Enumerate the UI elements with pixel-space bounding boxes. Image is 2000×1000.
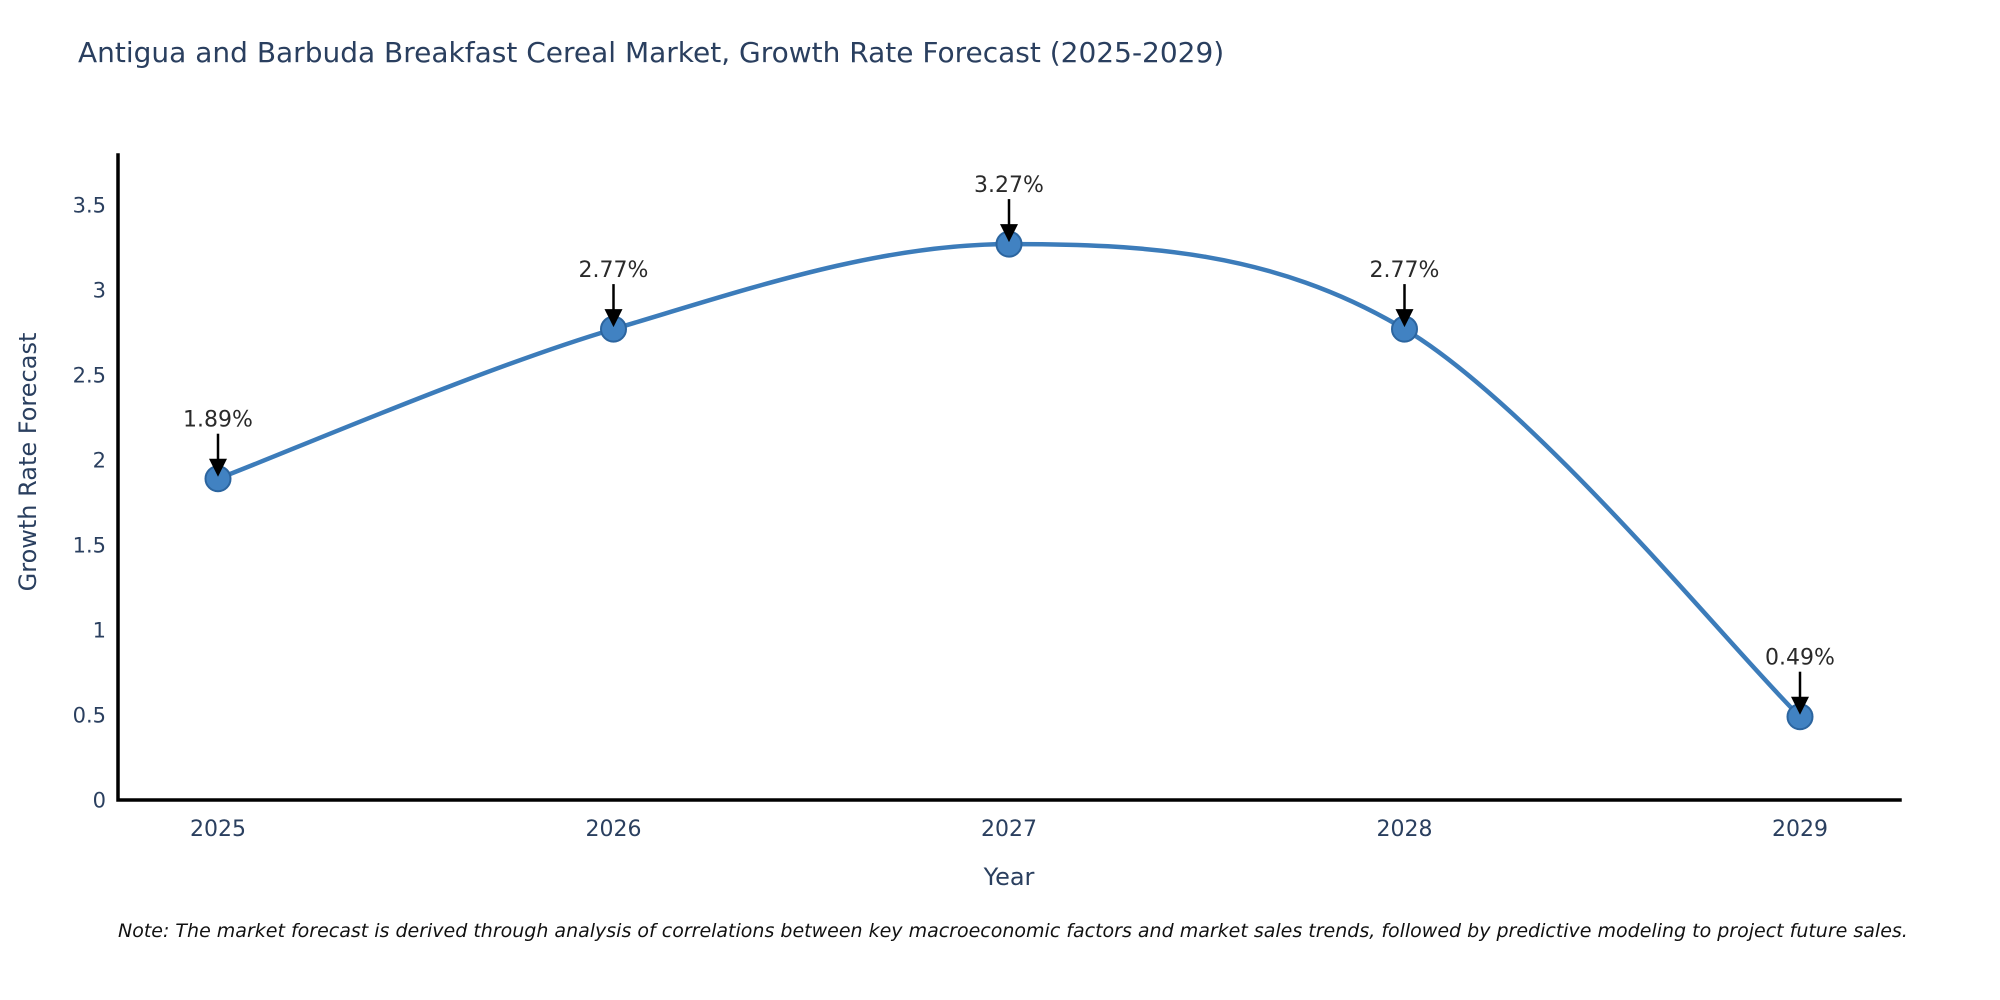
y-axis-tick-label: 0.5 — [73, 704, 106, 728]
chart-title: Antigua and Barbuda Breakfast Cereal Mar… — [78, 36, 1225, 69]
annotation-label: 3.27% — [974, 173, 1044, 198]
x-axis-tick-label: 2028 — [1377, 817, 1433, 842]
axis-line — [116, 153, 1902, 802]
y-axis-tick-label: 3 — [93, 279, 106, 303]
annotation-arrow-head — [1791, 696, 1809, 715]
y-axis-tick-label: 1 — [93, 619, 106, 643]
y-axis-tick-label: 1.5 — [73, 534, 106, 558]
x-axis-title: Year — [983, 863, 1035, 891]
annotation-label: 1.89% — [183, 408, 253, 433]
x-axis-tick-label: 2027 — [981, 817, 1037, 842]
chart-footnote: Note: The market forecast is derived thr… — [118, 920, 1908, 942]
annotation-label: 2.77% — [1370, 258, 1440, 283]
x-axis-tick-label: 2025 — [190, 817, 246, 842]
y-axis-tick-label: 0 — [93, 789, 106, 813]
annotation-arrow-head — [1000, 224, 1018, 243]
annotation-arrow-head — [1395, 309, 1414, 328]
annotation-label: 2.77% — [579, 258, 649, 283]
x-axis-tick-label: 2029 — [1772, 817, 1828, 842]
y-axis-title: Growth Rate Forecast — [14, 332, 42, 592]
annotation-arrow-head — [604, 309, 623, 328]
annotation-arrow-head — [209, 458, 227, 477]
y-axis-tick-label: 3.5 — [73, 194, 106, 218]
annotation-label: 0.49% — [1765, 646, 1835, 671]
forecast-line — [215, 241, 1803, 719]
x-axis-tick-label: 2026 — [586, 817, 642, 842]
y-axis-tick-label: 2 — [93, 449, 106, 473]
y-axis-tick-label: 2.5 — [73, 364, 106, 388]
